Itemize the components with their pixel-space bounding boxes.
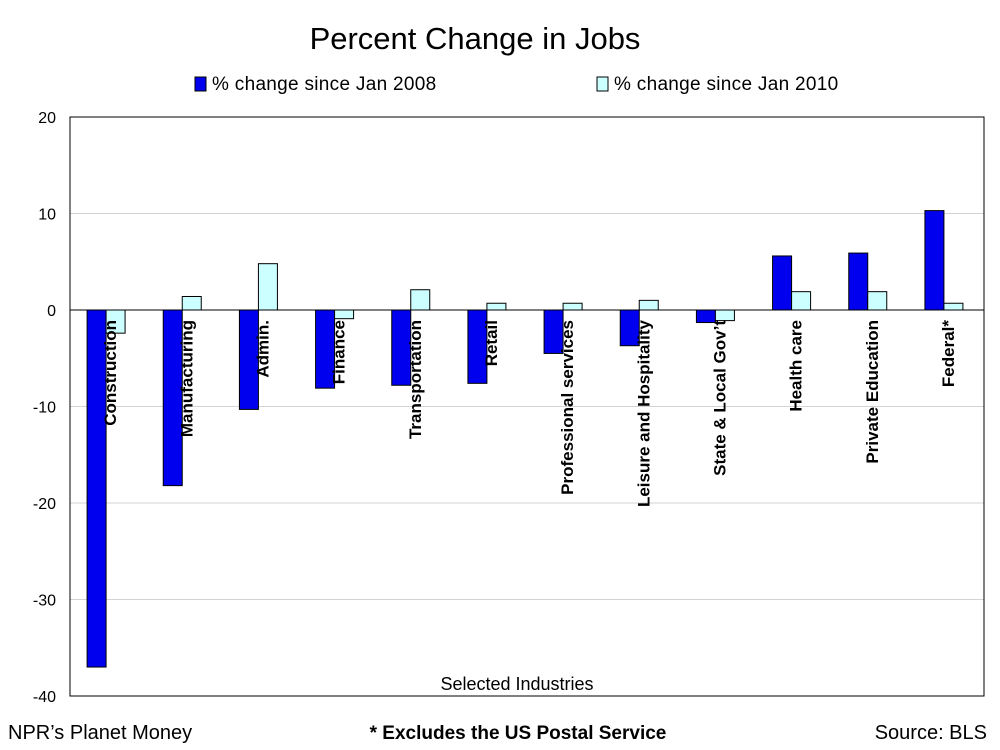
legend-swatch-2008 xyxy=(194,76,207,92)
bar-2010 xyxy=(486,302,507,311)
plot-border xyxy=(69,116,985,697)
category-label: Finance xyxy=(330,320,349,384)
y-tick-label: -30 xyxy=(33,593,56,610)
bar-2010 xyxy=(638,299,659,311)
gridlines xyxy=(70,213,984,600)
y-tick-label: 0 xyxy=(47,303,56,320)
y-tick-label: -20 xyxy=(33,496,56,513)
bar-2008 xyxy=(772,255,793,311)
bar-2010 xyxy=(562,302,583,311)
category-labels: Construction Manufacturing Admin. Finance Tr… xyxy=(101,319,958,507)
bar-2010 xyxy=(791,291,812,311)
bar-2008 xyxy=(924,210,945,311)
category-label: Construction xyxy=(101,320,120,426)
category-label: Transportation xyxy=(406,320,425,439)
bar-2010 xyxy=(867,291,888,311)
footer-left: NPR’s Planet Money xyxy=(8,722,192,744)
bar-2010 xyxy=(410,289,431,311)
y-tick-label: 20 xyxy=(38,110,56,127)
y-tick-label: -40 xyxy=(33,689,56,706)
category-label: Admin. xyxy=(253,320,272,378)
bar-2010 xyxy=(181,295,202,311)
category-label: Federal* xyxy=(939,320,958,387)
category-label: Leisure and Hospitality xyxy=(634,319,653,507)
footer-note: * Excludes the US Postal Service xyxy=(370,723,667,744)
y-axis-ticks: 20 10 0 -10 -20 -30 -40 xyxy=(33,110,56,706)
category-label: Health care xyxy=(787,320,806,412)
legend: % change since Jan 2008 % change since J… xyxy=(194,74,839,95)
category-label: Retail xyxy=(482,320,501,366)
category-label: Private Education xyxy=(863,320,882,464)
legend-swatch-2010 xyxy=(596,76,609,92)
legend-label-2008: % change since Jan 2008 xyxy=(212,74,437,95)
category-label: Manufacturing xyxy=(177,320,196,437)
chart-title: Percent Change in Jobs xyxy=(310,21,641,56)
footer-source: Source: BLS xyxy=(875,722,987,744)
plot-frame xyxy=(69,116,985,697)
bar-2008 xyxy=(848,252,869,311)
category-label: Professional services xyxy=(558,320,577,495)
y-tick-label: 10 xyxy=(38,207,56,224)
bar-2010 xyxy=(257,263,278,311)
bar-2010 xyxy=(334,309,355,320)
y-tick-label: -10 xyxy=(33,400,56,417)
category-label: State & Local Gov’t xyxy=(710,320,729,476)
bar-2010 xyxy=(714,309,735,322)
legend-label-2010: % change since Jan 2010 xyxy=(614,74,839,95)
bars xyxy=(86,210,964,668)
x-axis-label: Selected Industries xyxy=(440,674,593,694)
bar-2010 xyxy=(943,302,964,311)
